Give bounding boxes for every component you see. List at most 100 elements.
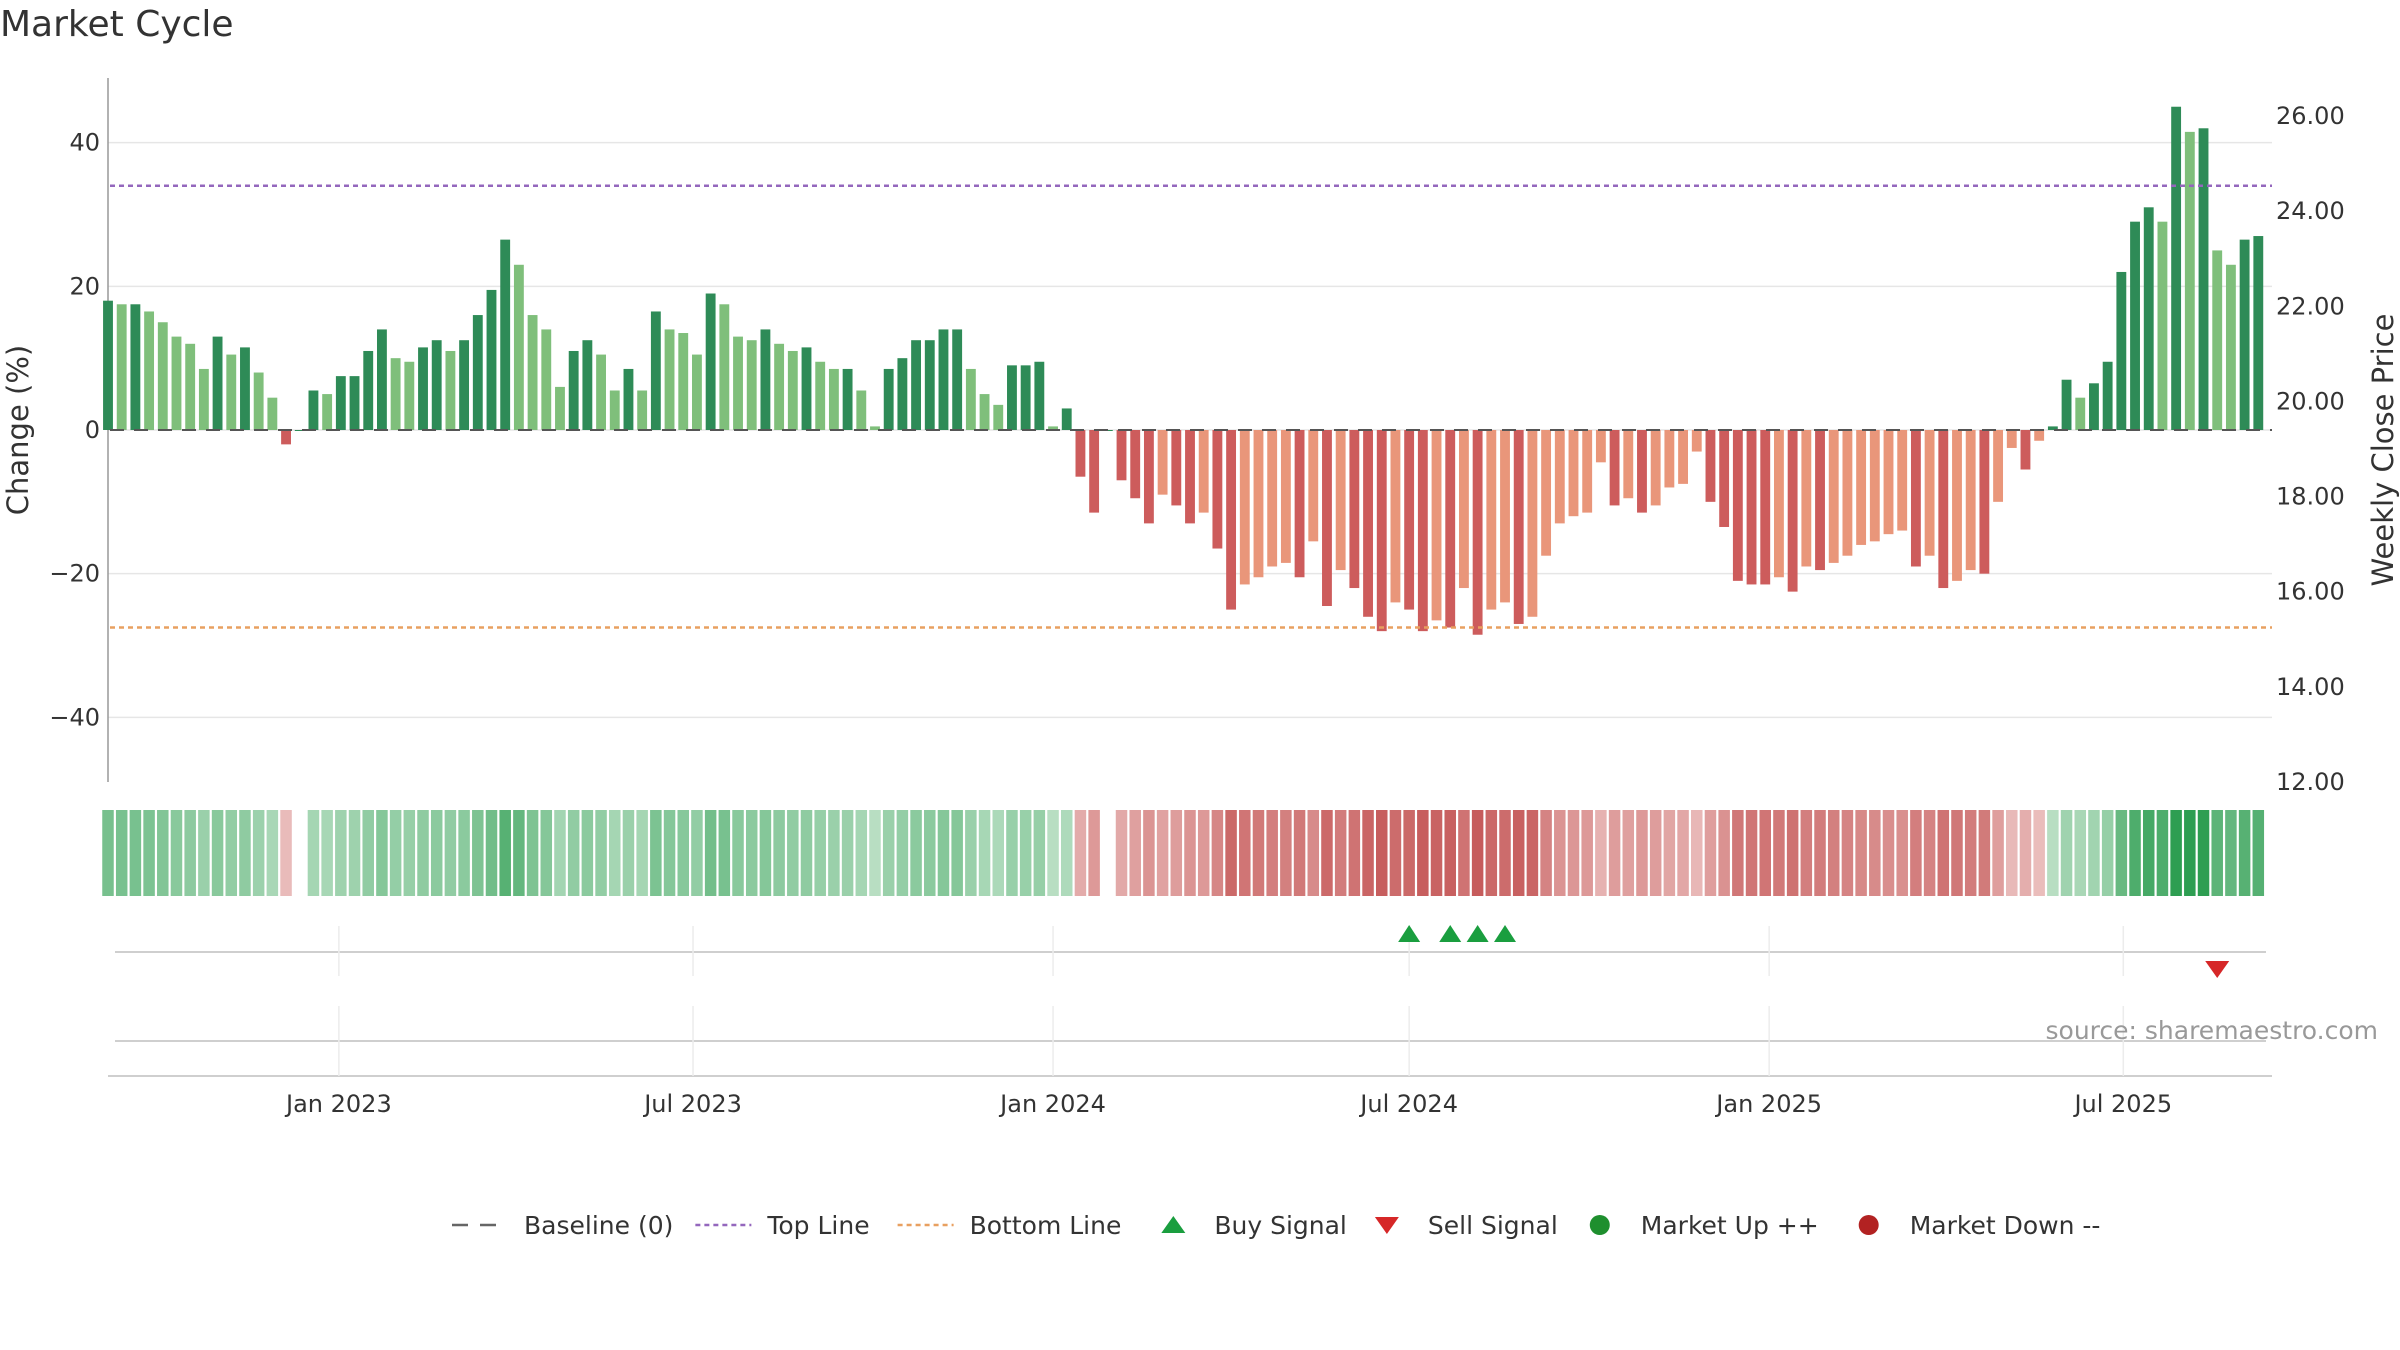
heat-cell [1882,810,1895,896]
bar [513,264,524,430]
y2-axis-title: Weekly Close Price [2366,314,2400,587]
heat-cell [924,810,936,896]
x-tick-label: Jan 2025 [1714,1090,1822,1118]
heat-cell [1375,810,1388,896]
y2-tick-label: 12.00 [2276,768,2345,796]
bar [130,304,141,430]
heat-cell [636,810,648,896]
bar [2075,397,2086,430]
heat-cell [882,810,895,896]
bar [2047,426,2058,430]
bar [1746,430,1757,585]
heat-cell [1471,810,1484,896]
heat-cell [1677,810,1689,896]
buy-signal-marker [1466,925,1489,942]
heat-cell [869,810,881,896]
legend-sell-icon [1374,1217,1399,1234]
bar [1541,430,1552,556]
heat-cell [581,810,594,896]
bar [1952,430,1962,581]
heat-cell [2142,810,2155,896]
bar [2102,361,2113,430]
heat-cell [1595,810,1607,896]
heat-cell [1567,810,1580,896]
heat-cell [362,810,374,896]
heat-cell [2170,810,2182,896]
heat-cell [1458,810,1470,896]
heat-cell [184,810,196,896]
heat-cell [1691,810,1703,896]
bar [746,340,757,430]
bar [952,329,963,430]
bar [609,390,620,430]
bar [870,426,880,430]
bar [993,404,1004,430]
heat-cell [1827,810,1840,896]
heat-cell [1156,810,1169,896]
heat-cell [759,810,772,896]
heat-cell [595,810,607,896]
heat-cell [1074,810,1087,896]
bar [911,340,922,430]
bar [596,354,606,430]
bar [2020,430,2031,470]
chart-title: Market Cycle [0,4,234,45]
heat-cell [1143,810,1155,896]
heat-cell [1129,810,1141,896]
x-tick-label: Jul 2025 [2072,1090,2172,1118]
bar [253,372,264,430]
heat-cell [992,810,1005,896]
bar [938,329,949,430]
bar [541,329,552,430]
bar [1417,430,1428,632]
y-tick-label: 0 [85,416,100,444]
heat-cell [444,810,457,896]
heat-cell [663,810,676,896]
bar [390,358,401,430]
bar [1924,430,1935,556]
heat-cell [910,810,922,896]
x-tick-label: Jul 2023 [642,1090,742,1118]
heat-cell [787,810,799,896]
bar [733,336,743,430]
heat-cell [2211,810,2223,896]
heat-cell [1608,810,1621,896]
heat-cell [1759,810,1771,896]
heat-cell [252,810,265,896]
x-tick-label: Jan 2023 [284,1090,392,1118]
bar [1267,430,1278,567]
bar [1965,430,1976,571]
bar [198,368,209,430]
heat-cell [2129,810,2141,896]
bar [787,350,798,430]
heat-cell [650,810,662,896]
bar [1910,430,1921,567]
bar [349,376,360,430]
heat-cell [704,810,717,896]
heat-cell [773,810,785,896]
bar [116,304,127,430]
bar [1609,430,1620,506]
bar [1595,430,1606,463]
heat-cell [1252,810,1265,896]
heat-cell [2156,810,2169,896]
bar [2034,430,2045,441]
bar [157,322,168,430]
heat-cell [1362,810,1374,896]
heat-cell [1430,810,1443,896]
heat-cell [567,810,580,896]
heat-cell [417,810,429,896]
buy-signal-marker [1439,925,1462,942]
bar [1308,430,1319,542]
heat-cell [1718,810,1730,896]
bar [171,336,182,430]
bar [568,350,579,430]
bar [1801,430,1812,567]
heat-cell [1321,810,1333,896]
heat-cell [102,810,114,896]
bar [801,347,812,430]
bar [664,329,675,430]
bar [1061,408,1072,430]
bar [2253,236,2264,430]
bar [1294,430,1305,578]
